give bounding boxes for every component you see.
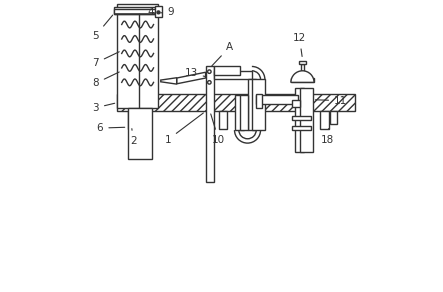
Bar — [256, 95, 298, 104]
Bar — [292, 100, 299, 107]
Text: 13: 13 — [184, 68, 206, 78]
Bar — [128, 108, 152, 159]
Text: 7: 7 — [93, 52, 119, 68]
Bar — [114, 7, 161, 14]
Bar — [206, 67, 214, 182]
Bar — [320, 111, 329, 129]
Bar — [114, 9, 161, 14]
Text: 11: 11 — [315, 95, 347, 106]
Bar — [295, 88, 304, 152]
Bar — [256, 94, 262, 108]
Bar — [292, 116, 311, 120]
Bar — [214, 71, 252, 79]
Bar — [301, 64, 304, 71]
Polygon shape — [177, 72, 206, 84]
Text: 18: 18 — [321, 129, 334, 145]
Bar — [252, 79, 265, 130]
Bar — [291, 78, 314, 82]
Bar — [218, 111, 227, 129]
Text: 9: 9 — [161, 7, 174, 18]
Circle shape — [157, 11, 160, 14]
Bar — [237, 119, 253, 130]
Bar — [139, 111, 146, 124]
Bar — [299, 88, 313, 152]
Bar — [235, 95, 244, 130]
Bar — [240, 95, 249, 130]
Bar — [248, 79, 256, 130]
Text: 12: 12 — [293, 33, 306, 56]
Text: 10: 10 — [211, 114, 225, 145]
Text: 5: 5 — [93, 15, 113, 41]
Polygon shape — [161, 78, 177, 84]
Bar — [128, 111, 136, 129]
Text: 1: 1 — [165, 113, 203, 145]
Bar — [330, 111, 337, 124]
Bar — [155, 6, 162, 17]
Text: 4: 4 — [148, 7, 155, 18]
Bar — [292, 126, 311, 130]
Text: 3: 3 — [93, 103, 115, 113]
Bar — [299, 61, 306, 64]
Text: A: A — [212, 42, 233, 66]
Bar — [117, 4, 158, 108]
Wedge shape — [291, 71, 314, 82]
Text: 6: 6 — [97, 123, 125, 133]
Bar — [214, 67, 240, 75]
Text: 8: 8 — [93, 72, 119, 88]
Bar — [117, 94, 354, 111]
Text: 2: 2 — [130, 129, 136, 146]
